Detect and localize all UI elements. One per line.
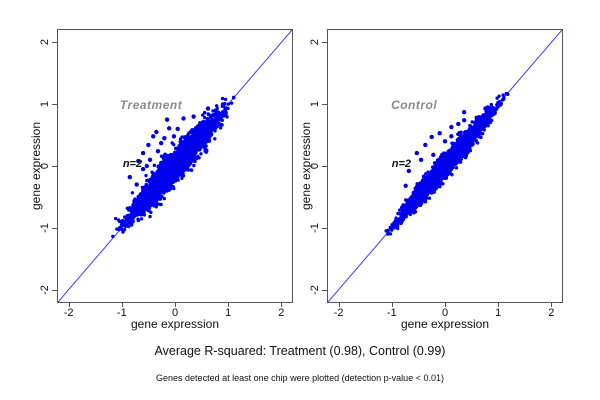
x-tick-mark [338, 303, 340, 307]
x-tick-label: -2 [63, 307, 74, 319]
x-tick-label: 1 [225, 307, 232, 319]
rsquared-summary-caption: Average R-squared: Treatment (0.98), Con… [154, 344, 446, 358]
y-tick-label: 1 [309, 101, 321, 108]
treatment-plot-box [57, 29, 293, 303]
x-tick-mark [551, 303, 553, 307]
y-tick-mark [52, 289, 57, 291]
control-n-annotation: n=2 [391, 158, 412, 171]
y-tick-mark [322, 166, 327, 167]
control-plot-box [327, 29, 563, 303]
y-tick-label: -1 [39, 222, 51, 233]
x-tick-mark [498, 303, 500, 307]
y-tick-mark [322, 227, 327, 229]
x-tick-label: -1 [386, 307, 397, 319]
x-tick-label: 0 [171, 307, 179, 319]
x-tick-label: 2 [548, 307, 555, 319]
control-x-axis-title: gene expression [400, 317, 490, 331]
x-tick-label: 1 [495, 307, 502, 319]
x-tick-mark [391, 303, 393, 307]
y-tick-label: 1 [39, 101, 51, 108]
y-tick-mark [52, 104, 57, 106]
treatment-scatter-canvas [58, 30, 292, 302]
control-panel-label: Control [391, 98, 438, 113]
y-tick-mark [52, 42, 57, 44]
y-tick-label: -2 [309, 284, 321, 295]
treatment-panel-label: Treatment [119, 98, 183, 113]
x-tick-label: 2 [278, 307, 285, 319]
x-tick-mark [281, 303, 283, 307]
x-tick-mark [228, 303, 230, 307]
y-tick-mark [322, 289, 327, 291]
y-tick-mark [52, 166, 57, 167]
y-tick-mark [52, 227, 57, 229]
y-tick-label: -1 [309, 222, 321, 233]
x-tick-mark [121, 303, 123, 307]
x-tick-label: -2 [333, 307, 344, 319]
y-tick-label: 0 [309, 162, 321, 170]
x-tick-label: 0 [441, 307, 449, 319]
y-tick-label: 2 [39, 39, 51, 46]
y-tick-label: -2 [39, 284, 51, 295]
treatment-n-annotation: n=2 [122, 158, 143, 171]
x-tick-mark [445, 303, 446, 307]
x-tick-mark [175, 303, 176, 307]
control-scatter-canvas [328, 30, 562, 302]
treatment-x-axis-title: gene expression [130, 317, 220, 331]
x-tick-label: -1 [116, 307, 127, 319]
detection-footnote-caption: Genes detected at least one chip were pl… [156, 373, 444, 383]
x-tick-mark [68, 303, 70, 307]
y-tick-mark [322, 104, 327, 106]
y-tick-label: 2 [309, 39, 321, 46]
y-tick-label: 0 [39, 162, 51, 170]
y-tick-mark [322, 42, 327, 44]
